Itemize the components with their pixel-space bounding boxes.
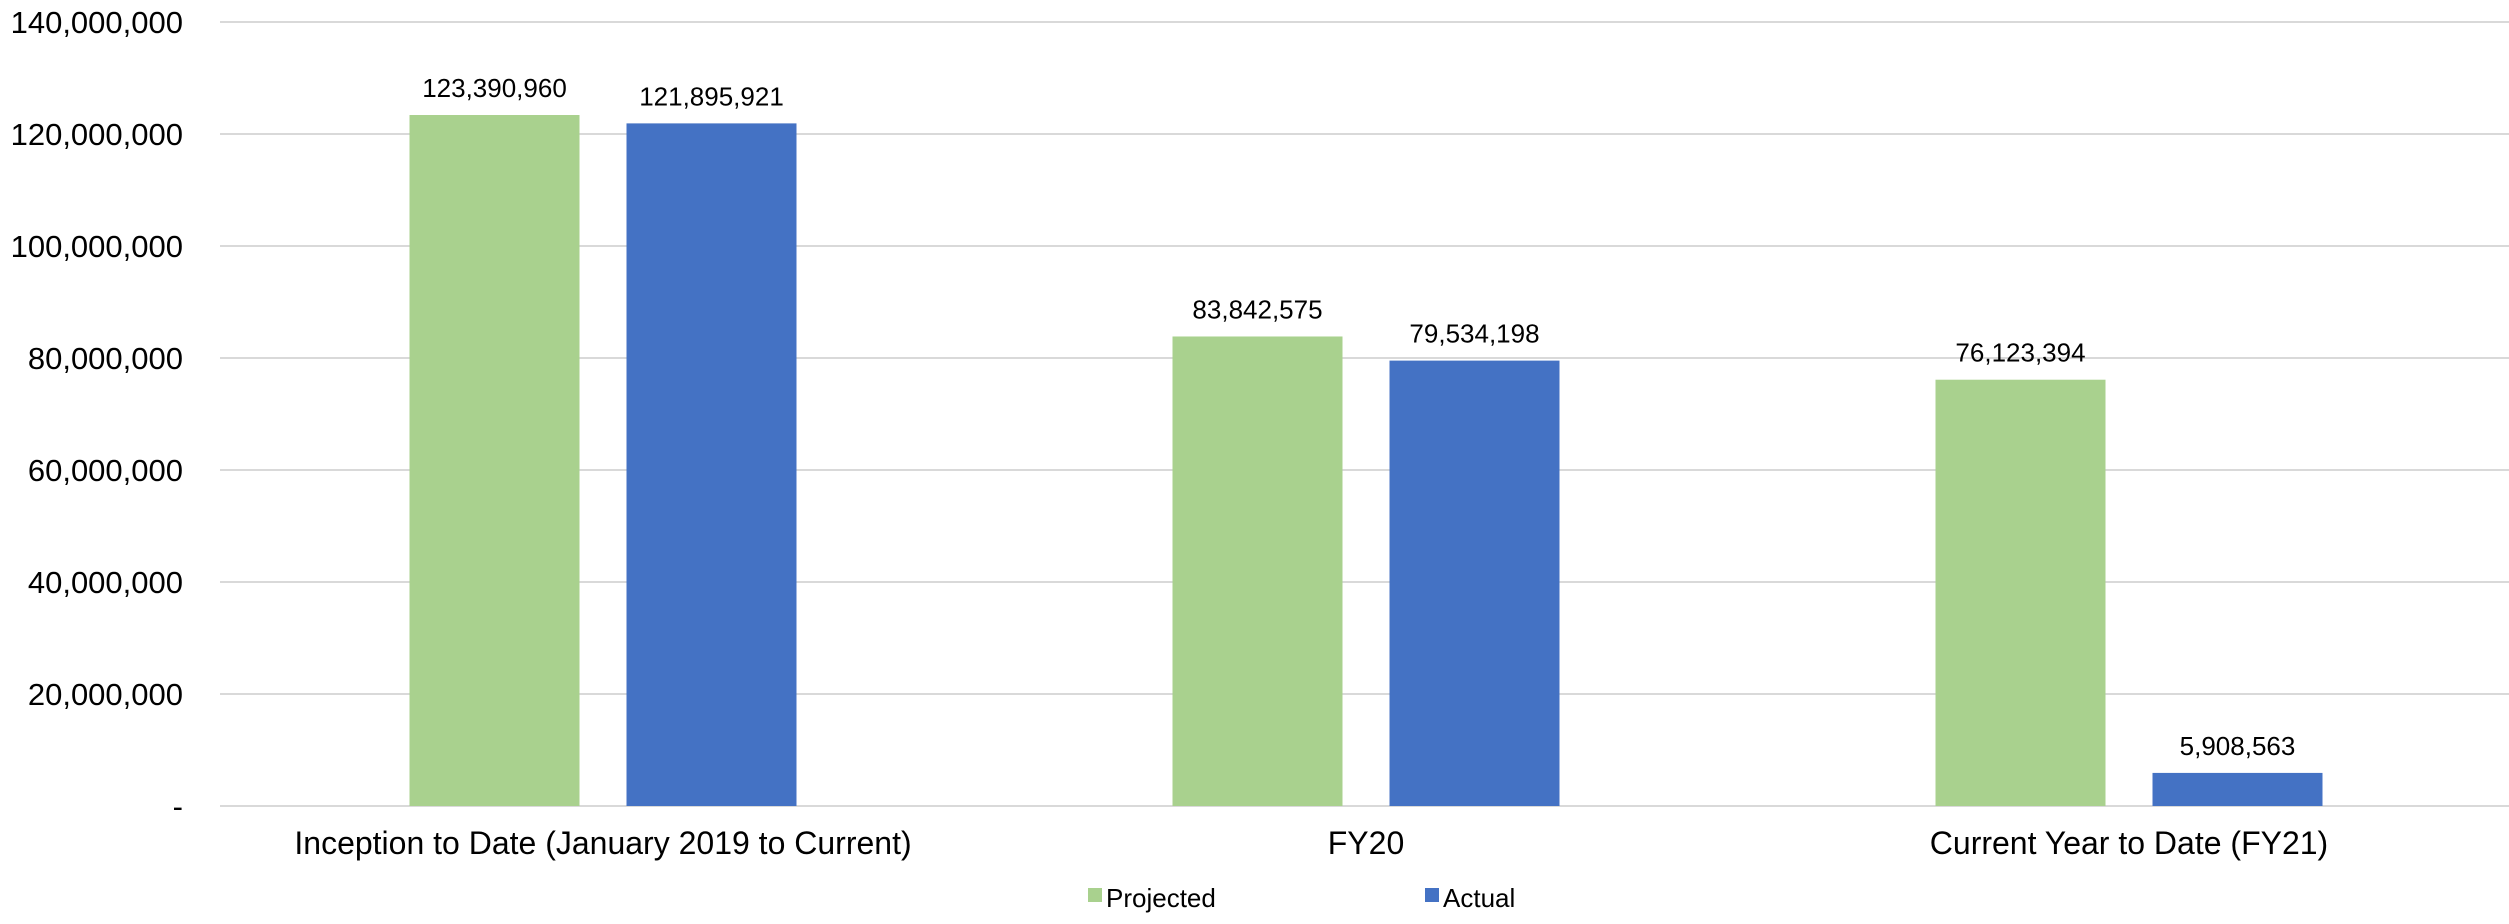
bar-projected (1172, 336, 1343, 806)
bar-actual (626, 123, 797, 807)
x-category-label: FY20 (1328, 825, 1404, 861)
data-labels: 123,390,960 121,895,921 83,842,575 79,534,1… (422, 73, 2295, 761)
bar-actual (2152, 772, 2323, 806)
y-tick-label: 120,000,000 (11, 117, 183, 152)
data-label: 79,534,198 (1409, 319, 1539, 349)
data-label: 83,842,575 (1192, 294, 1322, 324)
data-label: 76,123,394 (1955, 338, 2085, 368)
y-tick-label: 100,000,000 (11, 229, 183, 264)
y-tick-label: - (173, 789, 183, 824)
y-tick-label: 20,000,000 (28, 677, 183, 712)
data-label: 121,895,921 (639, 81, 784, 111)
y-tick-label: 40,000,000 (28, 565, 183, 600)
data-label: 5,908,563 (2180, 731, 2296, 761)
bar-projected (409, 115, 580, 807)
y-tick-label: 140,000,000 (11, 5, 183, 40)
legend-label-actual: Actual (1443, 883, 1515, 913)
x-category-label: Current Year to Date (FY21) (1930, 825, 2328, 861)
legend-swatch-actual (1425, 888, 1439, 902)
y-tick-label: 80,000,000 (28, 341, 183, 376)
data-label: 123,390,960 (422, 73, 567, 103)
x-category-label: Inception to Date (January 2019 to Curre… (294, 825, 911, 861)
y-tick-label: 60,000,000 (28, 453, 183, 488)
bar-actual (1389, 360, 1560, 806)
legend: Projected Actual (1088, 883, 1515, 913)
bar-projected (1935, 379, 2106, 806)
legend-swatch-projected (1088, 888, 1102, 902)
bars (409, 115, 2323, 807)
gridlines (220, 21, 2509, 807)
legend-label-projected: Projected (1106, 883, 1216, 913)
y-axis-tick-labels: - 20,000,000 40,000,000 60,000,000 80,000,00… (11, 5, 183, 824)
x-axis-category-labels: Inception to Date (January 2019 to Curre… (294, 825, 2328, 861)
